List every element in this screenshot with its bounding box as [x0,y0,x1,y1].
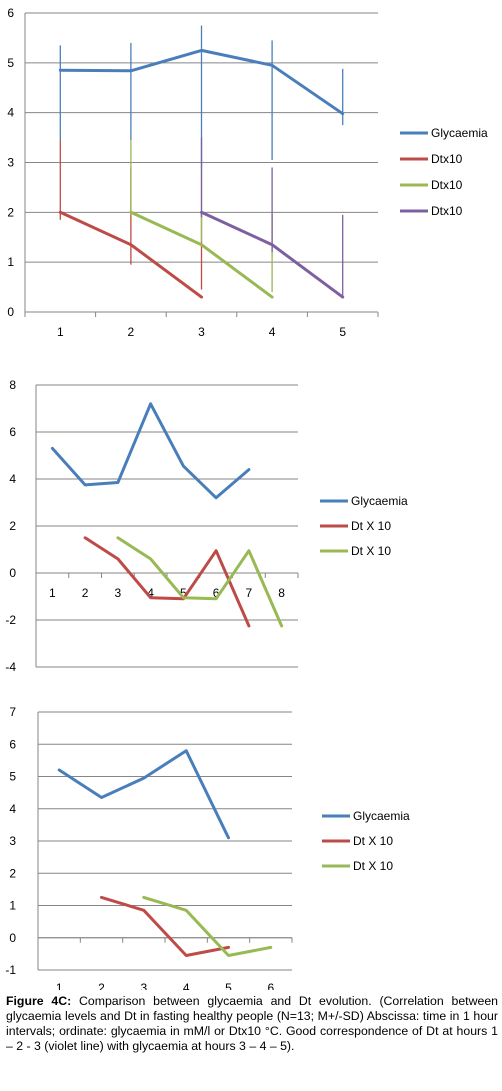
legend-entry: Dt X 10 [353,859,393,873]
y-tick-label: 0 [9,931,16,945]
x-tick-label: 3 [115,586,122,600]
y-tick-label: 4 [9,802,16,816]
x-tick-label: 1 [57,325,64,339]
x-tick-label: 2 [82,586,89,600]
y-tick-label: 8 [9,378,16,392]
legend-entry: Dtx10 [431,152,463,166]
x-tick-label: 6 [213,586,220,600]
series-line [142,895,273,957]
legend-entry: Dt X 10 [353,834,393,848]
legend-entry: Dt X 10 [351,544,391,558]
y-tick-label: 7 [9,705,16,719]
x-tick-label: 8 [278,586,285,600]
x-tick-label: 4 [269,325,276,339]
legend-entry: Dtx10 [431,178,463,192]
x-tick-label: 2 [98,981,105,990]
y-tick-label: 1 [9,899,16,913]
series-line [83,536,251,628]
y-tick-label: -2 [5,613,16,627]
y-tick-label: 4 [7,106,14,120]
figure-caption: Figure 4C: Comparison between glycaemia … [6,994,498,1054]
legend-entry: Glycaemia [353,809,410,823]
y-tick-label: 6 [7,6,14,20]
y-tick-label: 2 [9,519,16,533]
y-tick-label: 3 [9,834,16,848]
y-tick-label: 0 [7,305,14,319]
x-tick-label: 5 [180,586,187,600]
chart-1: 0 1 2 3 4 5 6 1 2 3 4 5 Glycaemia Dtx10 Dtx10 Dtx10 [7,6,488,339]
y-tick-label: 4 [9,472,16,486]
x-tick-label: 5 [339,325,346,339]
y-tick-label: -1 [5,963,16,977]
x-tick-label: 1 [56,981,63,990]
y-tick-label: 2 [7,205,14,219]
x-tick-label: 1 [49,586,56,600]
y-tick-label: 1 [7,255,14,269]
y-tick-label: 3 [7,156,14,170]
x-tick-label: 3 [140,981,147,990]
chart-3: -1 0 1 2 3 4 5 6 7 1 2 3 4 5 6 Glycaemia Dt X 10 Dt X 10 [5,705,410,990]
y-tick-label: 0 [9,566,16,580]
x-tick-label: 4 [183,981,190,990]
y-tick-label: 6 [9,425,16,439]
legend-entry: Dtx10 [431,204,463,218]
series-line [57,749,230,840]
caption-label: Figure 4C: [6,994,72,1008]
y-tick-label: -4 [5,660,16,674]
y-tick-label: 2 [9,866,16,880]
legend-entry: Dt X 10 [351,519,391,533]
legend-entry: Glycaemia [351,494,408,508]
chart-2: -4 -2 0 2 4 6 8 1 2 3 4 5 6 7 8 Glycaemia Dt X 10 Dt X 10 [5,378,408,674]
y-tick-label: 6 [9,737,16,751]
y-tick-label: 5 [9,770,16,784]
series-line [100,895,230,957]
x-tick-label: 3 [198,325,205,339]
x-tick-label: 7 [246,586,253,600]
y-tick-label: 5 [7,56,14,70]
caption-text: Comparison between glycaemia and Dt evol… [6,994,498,1053]
series-line [116,536,284,628]
legend-entry: Glycaemia [431,126,488,140]
x-tick-label: 2 [128,325,135,339]
x-tick-label: 4 [147,586,154,600]
x-tick-label: 5 [225,981,232,990]
series-line [50,402,251,500]
x-tick-label: 6 [267,981,274,990]
